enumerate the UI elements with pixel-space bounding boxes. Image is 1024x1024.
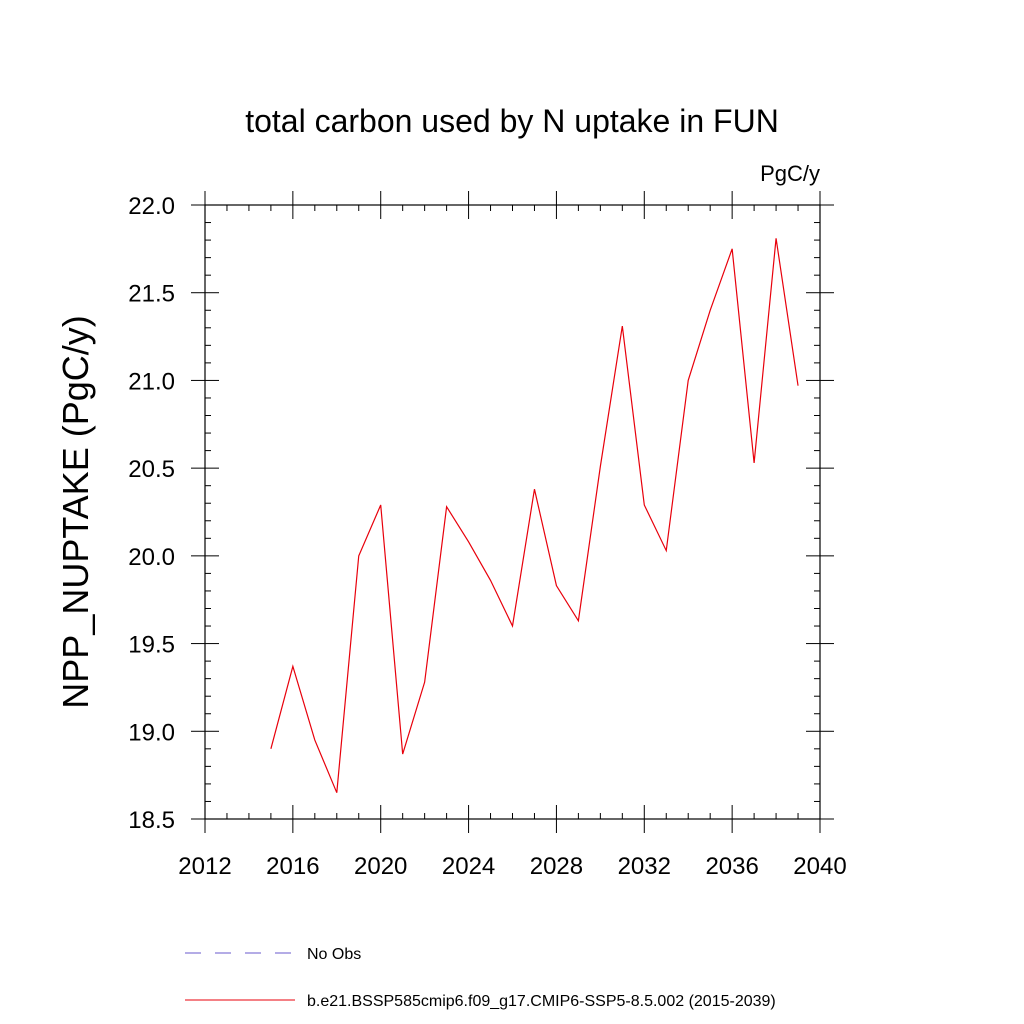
x-tick-label: 2032 bbox=[618, 853, 671, 880]
units-label: PgC/y bbox=[760, 161, 820, 186]
series-group bbox=[270, 238, 799, 793]
x-tick-label: 2016 bbox=[266, 853, 319, 880]
series-line bbox=[270, 238, 799, 793]
x-tick-label: 2024 bbox=[442, 853, 495, 880]
legend-label: b.e21.BSSP585cmip6.f09_g17.CMIP6-SSP5-8.… bbox=[307, 993, 776, 1010]
x-tick-label: 2028 bbox=[530, 853, 583, 880]
axis-ticks: 2012 2016 2020 2024 2028 2032 2036 2040 18.5 19.0… bbox=[128, 191, 847, 880]
x-tick-label: 2012 bbox=[178, 853, 231, 880]
y-tick-label: 22.0 bbox=[128, 193, 175, 220]
chart-title: total carbon used by N uptake in FUN bbox=[245, 103, 779, 139]
x-tick-label: 2040 bbox=[793, 853, 846, 880]
y-tick-label: 21.0 bbox=[128, 368, 175, 395]
y-tick-label: 20.0 bbox=[128, 544, 175, 571]
legend-label: No Obs bbox=[307, 946, 361, 963]
y-axis-label: NPP_NUPTAKE (PgC/y) bbox=[55, 315, 96, 708]
y-tick-label: 18.5 bbox=[128, 807, 175, 834]
legend: No Obs b.e21.BSSP585cmip6.f09_g17.CMIP6-S… bbox=[185, 946, 776, 1010]
y-tick-label: 21.5 bbox=[128, 281, 175, 308]
y-tick-label: 19.0 bbox=[128, 719, 175, 746]
y-tick-label: 19.5 bbox=[128, 632, 175, 659]
y-tick-label: 20.5 bbox=[128, 456, 175, 483]
x-tick-label: 2036 bbox=[705, 853, 758, 880]
x-tick-label: 2020 bbox=[354, 853, 407, 880]
plot-frame bbox=[204, 204, 821, 820]
